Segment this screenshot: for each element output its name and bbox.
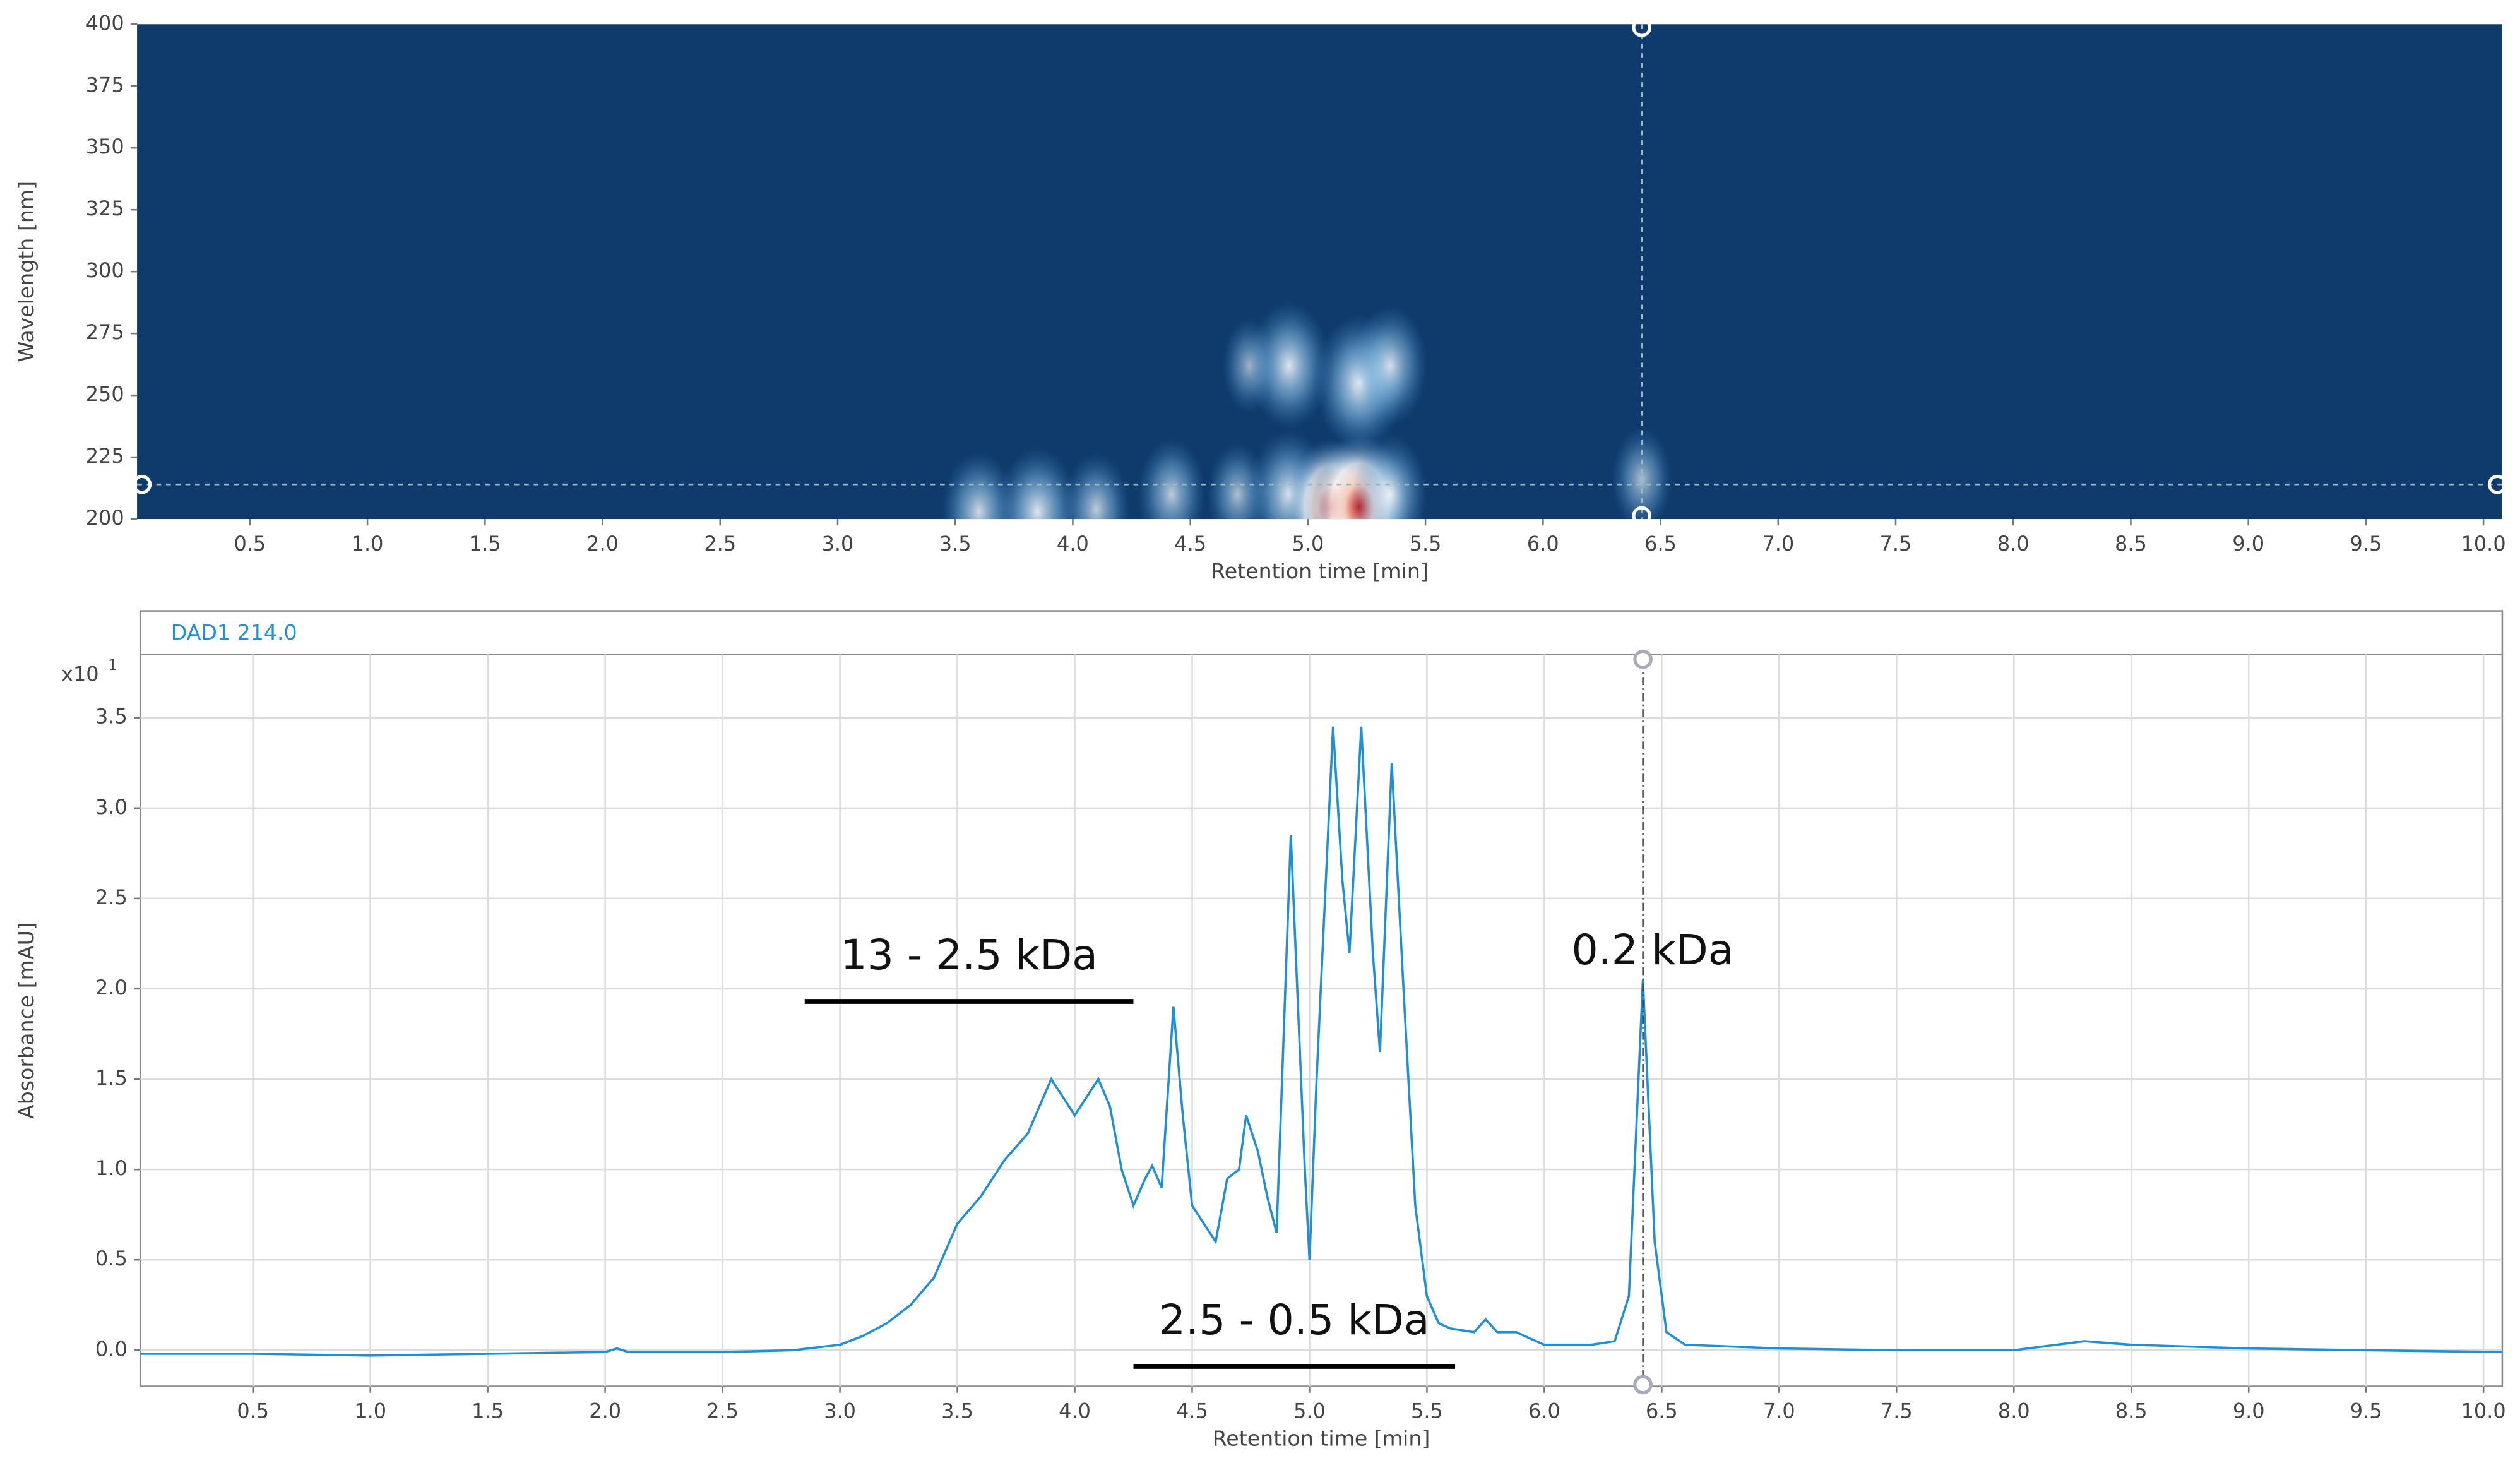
y-axis-label: Wavelength [nm] (14, 181, 39, 362)
x-tick-label: 4.0 (1057, 532, 1089, 556)
y-tick-label: 300 (86, 258, 124, 282)
x-tick-label: 10.0 (2461, 1399, 2506, 1423)
x-tick-label: 9.5 (2350, 532, 2382, 556)
cursor-handle (1633, 1375, 1653, 1395)
cursor-handle (132, 474, 152, 494)
cursor-handle (1632, 506, 1652, 526)
x-tick-label: 3.0 (822, 532, 854, 556)
x-tick-label: 2.5 (704, 532, 736, 556)
cursor-handle (1632, 18, 1652, 37)
x-tick-label: 3.5 (939, 532, 972, 556)
x-tick-label: 9.0 (2232, 532, 2264, 556)
y-tick-label: 375 (86, 73, 124, 97)
multiplier: x10 (61, 662, 98, 686)
x-tick-label: 3.0 (824, 1399, 856, 1423)
multiplier-exp: 1 (108, 657, 117, 674)
x-tick-label: 6.5 (1646, 1399, 1678, 1423)
y-tick-label: 1.5 (95, 1066, 128, 1090)
y-tick-label: 1.0 (95, 1156, 128, 1180)
y-tick-label: 200 (86, 506, 124, 530)
y-tick-label: 0.0 (95, 1337, 128, 1361)
y-tick-label: 0.5 (95, 1246, 128, 1270)
x-tick-label: 4.5 (1176, 1399, 1208, 1423)
x-tick-label: 5.5 (1410, 532, 1442, 556)
heat-spot (996, 447, 1079, 520)
y-tick-label: 225 (86, 444, 124, 468)
y-tick-label: 2.0 (95, 976, 128, 1000)
x-tick-label: 4.5 (1174, 532, 1206, 556)
cursor-handle (2487, 474, 2507, 494)
x-tick-label: 2.5 (706, 1399, 739, 1423)
heat-spot (1137, 438, 1206, 520)
x-tick-label: 8.0 (1997, 532, 2030, 556)
y-axis-label: Absorbance [mAU] (14, 922, 39, 1119)
y-tick-label: 250 (86, 382, 124, 406)
heat-spot (1352, 434, 1428, 520)
x-tick-label: 1.5 (472, 1399, 504, 1423)
header-bar (139, 610, 2504, 655)
y-tick-label: 3.5 (95, 705, 128, 729)
heat-spot (1221, 317, 1276, 414)
x-tick-label: 5.0 (1292, 532, 1324, 556)
x-tick-label: 7.5 (1881, 1399, 1913, 1423)
x-tick-label: 2.0 (589, 1399, 621, 1423)
x-tick-label: 9.5 (2350, 1399, 2382, 1423)
y-tick-label: 3.0 (95, 795, 128, 819)
x-tick-label: 1.5 (469, 532, 501, 556)
y-tick-label: 350 (86, 134, 124, 158)
x-tick-label: 5.0 (1293, 1399, 1326, 1423)
x-tick-label: 1.0 (354, 1399, 386, 1423)
x-tick-label: 8.5 (2115, 532, 2147, 556)
heatmap (941, 301, 1673, 520)
annotation-label: 0.2 kDa (1571, 925, 1733, 974)
x-tick-label: 6.0 (1527, 532, 1559, 556)
x-tick-label: 5.5 (1411, 1399, 1443, 1423)
heatmap-background (137, 24, 2502, 520)
x-tick-label: 9.0 (2233, 1399, 2265, 1423)
y-tick-label: 275 (86, 320, 124, 344)
x-tick-label: 1.0 (352, 532, 384, 556)
x-tick-label: 6.5 (1644, 532, 1677, 556)
header-label: DAD1 214.0 (171, 620, 297, 645)
heat-spot (1062, 453, 1131, 520)
x-axis-label: Retention time [min] (1213, 1426, 1430, 1450)
x-tick-label: 7.0 (1763, 1399, 1795, 1423)
x-tick-label: 8.0 (1998, 1399, 2030, 1423)
heat-spot (1352, 305, 1428, 426)
x-tick-label: 8.5 (2115, 1399, 2148, 1423)
x-tick-label: 10.0 (2461, 532, 2506, 556)
x-tick-label: 6.0 (1528, 1399, 1560, 1423)
x-tick-label: 2.0 (586, 532, 619, 556)
y-tick-label: 325 (86, 196, 124, 220)
x-tick-label: 7.0 (1762, 532, 1794, 556)
x-tick-label: 3.5 (941, 1399, 973, 1423)
x-tick-label: 0.5 (234, 532, 266, 556)
x-tick-label: 4.0 (1059, 1399, 1091, 1423)
trace (140, 726, 2502, 1357)
cursor-handle (1633, 649, 1653, 669)
x-tick-label: 7.5 (1880, 532, 1912, 556)
x-tick-label: 0.5 (237, 1399, 269, 1423)
y-tick-label: 400 (86, 11, 124, 35)
y-tick-label: 2.5 (95, 885, 128, 909)
plot-frame (139, 654, 2504, 1387)
x-axis-label: Retention time [min] (1211, 559, 1429, 583)
annotation-label: 2.5 - 0.5 kDa (1159, 1295, 1430, 1344)
annotation-label: 13 - 2.5 kDa (840, 930, 1098, 979)
